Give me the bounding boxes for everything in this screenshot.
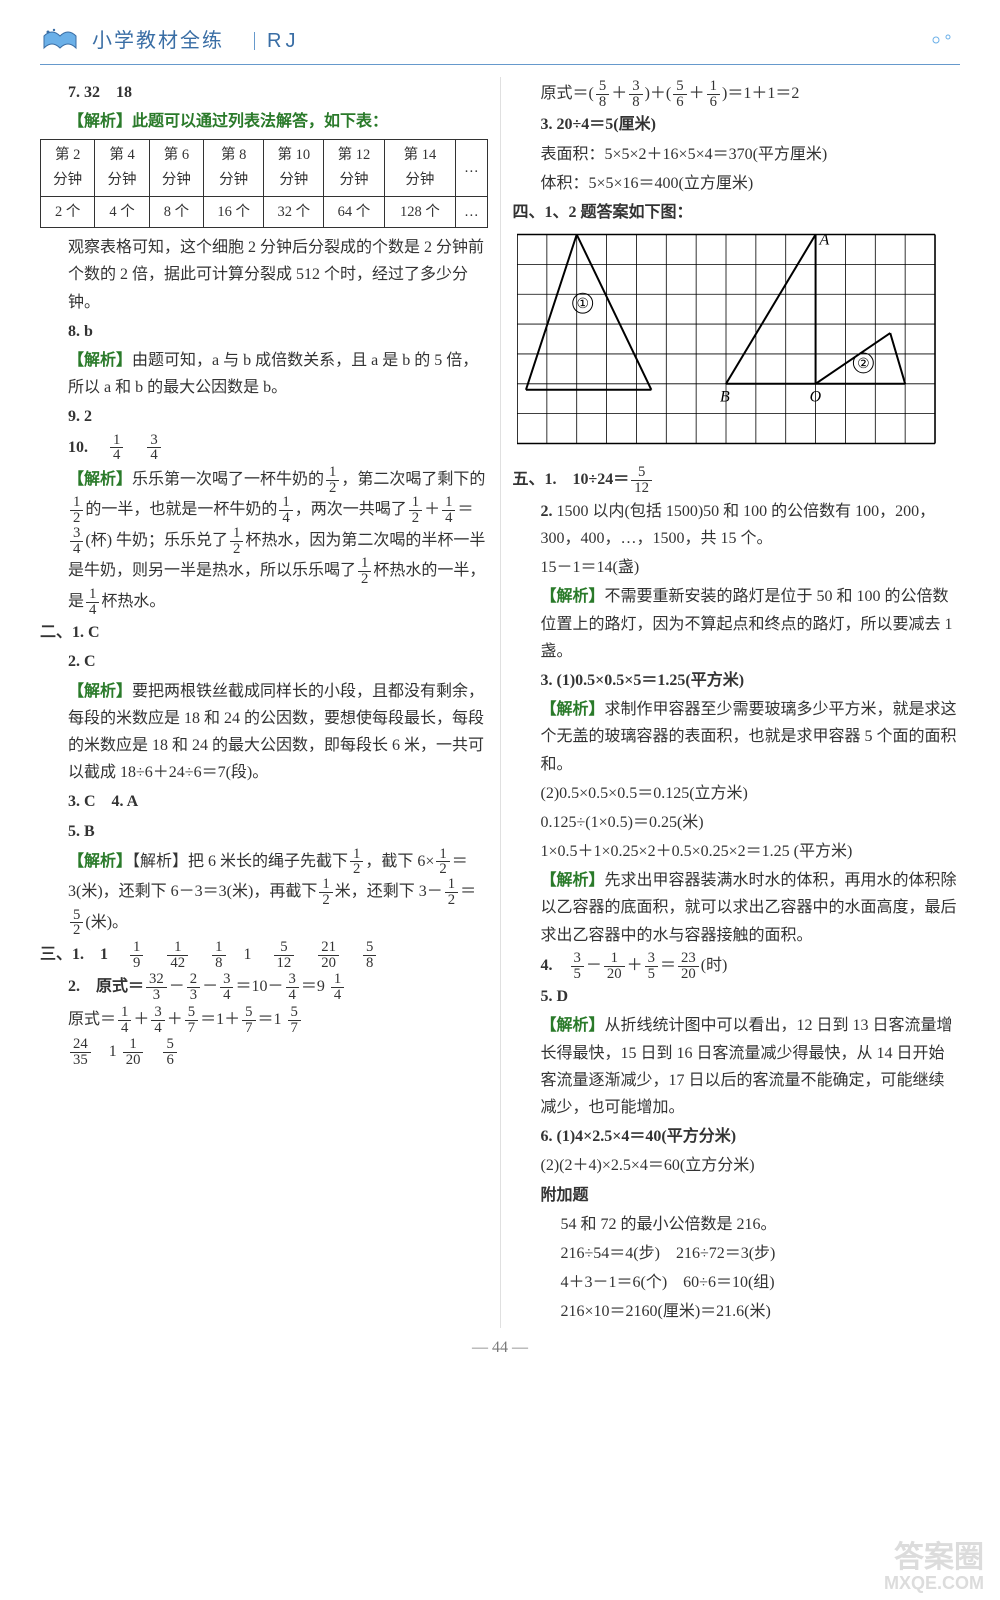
table-cell: 16 个 bbox=[204, 196, 264, 228]
sec2-1: 二、1. C bbox=[40, 619, 488, 646]
q8: 8. b bbox=[40, 318, 488, 345]
left-column: 7. 32 18 【解析】此题可以通过列表法解答，如下表： 第 2分钟第 4分钟… bbox=[40, 77, 488, 1328]
table-header-cell: 第 8分钟 bbox=[204, 140, 264, 196]
sec5-5-analysis: 【解析】从折线统计图中可以看出，12 日到 13 日客流量增长得最快，15 日到… bbox=[513, 1012, 961, 1121]
q3c: 体积：5×5×16＝400(立方厘米) bbox=[513, 170, 961, 197]
page-header: 小学教材全练 RJ bbox=[40, 24, 960, 65]
svg-text:①: ① bbox=[576, 297, 588, 312]
sec5-6a: 6. (1)4×2.5×4＝40(平方分米) bbox=[513, 1123, 961, 1150]
q3b: 表面积：5×5×2＋16×5×4＝370(平方厘米) bbox=[513, 141, 961, 168]
q7-analysis: 【解析】此题可以通过列表法解答，如下表： bbox=[40, 108, 488, 135]
grid-figure: A B O ① ② bbox=[517, 232, 961, 457]
sec5-2b: 15－1＝14(盏) bbox=[513, 554, 961, 581]
extra-b: 216÷54＝4(步) 216÷72＝3(步) bbox=[513, 1240, 961, 1267]
sec5-3-analysis2: 【解析】先求出甲容器装满水时水的体积，再用水的体积除以乙容器的底面积，就可以求出… bbox=[513, 867, 961, 949]
table-header-cell: … bbox=[456, 140, 487, 196]
book-icon bbox=[40, 28, 82, 54]
sec2-5-analysis: 【解析】【解析】把 6 米长的绳子先截下12，截下 6×12＝3(米)，还剩下 … bbox=[40, 847, 488, 938]
q10-analysis: 【解析】乐乐第一次喝了一杯牛奶的12，第二次喝了剩下的12的一半，也就是一杯牛奶… bbox=[40, 465, 488, 617]
sec5-1: 五、1. 10÷24＝512 bbox=[513, 465, 961, 495]
extra-c: 4＋3－1＝6(个) 60÷6＝10(组) bbox=[513, 1269, 961, 1296]
table-cell: … bbox=[456, 196, 487, 228]
svg-text:②: ② bbox=[857, 357, 869, 372]
svg-text:B: B bbox=[720, 389, 730, 406]
cell-division-table: 第 2分钟第 4分钟第 6分钟第 8分钟第 10分钟第 12分钟第 14分钟… … bbox=[40, 139, 488, 228]
table-header-cell: 第 10分钟 bbox=[264, 140, 324, 196]
sec3-2a: 2. 原式＝323－23－34＝10－34＝9 14 bbox=[40, 972, 488, 1002]
page: 小学教材全练 RJ 7. 32 18 【解析】此题可以通过列表法解答，如下表： … bbox=[0, 0, 1000, 1369]
table-header-cell: 第 14分钟 bbox=[384, 140, 456, 196]
sec2-34: 3. C 4. A bbox=[40, 788, 488, 815]
table-header-cell: 第 4分钟 bbox=[95, 140, 149, 196]
table-header-cell: 第 12分钟 bbox=[324, 140, 384, 196]
extra-d: 216×10＝2160(厘米)＝21.6(米) bbox=[513, 1298, 961, 1325]
q10: 10. 14 34 bbox=[40, 433, 488, 463]
sec5-3d: 1×0.5＋1×0.25×2＋0.5×0.25×2＝1.25 (平方米) bbox=[513, 838, 961, 865]
sec2-2: 2. C bbox=[40, 648, 488, 675]
table-cell: 8 个 bbox=[149, 196, 203, 228]
table-cell: 64 个 bbox=[324, 196, 384, 228]
page-number: — 44 — bbox=[40, 1334, 960, 1361]
sec5-4: 4. 35－120＋35＝2320(时) bbox=[513, 951, 961, 981]
sec5-3b: (2)0.5×0.5×0.5＝0.125(立方米) bbox=[513, 780, 961, 807]
content-columns: 7. 32 18 【解析】此题可以通过列表法解答，如下表： 第 2分钟第 4分钟… bbox=[40, 77, 960, 1328]
header-tag: RJ bbox=[267, 24, 299, 58]
sec5-3a: 3. (1)0.5×0.5×5＝1.25(平方米) bbox=[513, 667, 961, 694]
sec5-5: 5. D bbox=[513, 983, 961, 1010]
sec5-3c: 0.125÷(1×0.5)＝0.25(米) bbox=[513, 809, 961, 836]
sec3-2b: 原式＝14＋34＋57＝1＋57＝1 57 bbox=[40, 1005, 488, 1035]
sec3-1: 三、1. 1 19 142 18 1 512 2120 58 bbox=[40, 940, 488, 970]
q7-post: 观察表格可知，这个细胞 2 分钟后分裂成的个数是 2 分钟前个数的 2 倍，据此… bbox=[40, 234, 488, 316]
svg-text:O: O bbox=[809, 389, 821, 406]
sec2-2-analysis: 【解析】要把两根铁丝截成同样长的小段，且都没有剩余，每段的米数应是 18 和 2… bbox=[40, 678, 488, 787]
table-cell: 32 个 bbox=[264, 196, 324, 228]
header-title: 小学教材全练 bbox=[92, 24, 224, 58]
sec5-2-analysis: 【解析】不需要重新安装的路灯是位于 50 和 100 的公倍数位置上的路灯，因为… bbox=[513, 583, 961, 665]
extra-a: 54 和 72 的最小公倍数是 216。 bbox=[513, 1211, 961, 1238]
q8-analysis: 【解析】由题可知，a 与 b 成倍数关系，且 a 是 b 的 5 倍，所以 a … bbox=[40, 347, 488, 401]
sec2-5: 5. B bbox=[40, 818, 488, 845]
q9: 9. 2 bbox=[40, 403, 488, 430]
header-decor bbox=[930, 24, 960, 58]
q7: 7. 32 18 bbox=[40, 79, 488, 106]
watermark: 答案圈 MXQE.COM bbox=[884, 1541, 984, 1594]
sec3-bottom: 2435 1 120 56 bbox=[40, 1037, 488, 1067]
table-cell: 4 个 bbox=[95, 196, 149, 228]
q3a: 3. 20÷4＝5(厘米) bbox=[513, 111, 961, 138]
column-divider bbox=[500, 77, 501, 1328]
sec5-6b: (2)(2＋4)×2.5×4＝60(立方分米) bbox=[513, 1152, 961, 1179]
right-column: 原式＝(58＋38)＋(56＋16)＝1＋1＝2 3. 20÷4＝5(厘米) 表… bbox=[513, 77, 961, 1328]
sec5-2a: 2. 1500 以内(包括 1500)50 和 100 的公倍数有 100，20… bbox=[513, 498, 961, 552]
sec4-title: 四、1、2 题答案如下图： bbox=[513, 199, 961, 226]
table-header-cell: 第 6分钟 bbox=[149, 140, 203, 196]
table-cell: 2 个 bbox=[41, 196, 95, 228]
cont-expr: 原式＝(58＋38)＋(56＋16)＝1＋1＝2 bbox=[513, 79, 961, 109]
table-cell: 128 个 bbox=[384, 196, 456, 228]
table-header-cell: 第 2分钟 bbox=[41, 140, 95, 196]
svg-text:A: A bbox=[818, 232, 829, 248]
extra-title: 附加题 bbox=[513, 1182, 961, 1209]
sec5-3-analysis: 【解析】求制作甲容器至少需要玻璃多少平方米，就是求这个无盖的玻璃容器的表面积，也… bbox=[513, 696, 961, 778]
